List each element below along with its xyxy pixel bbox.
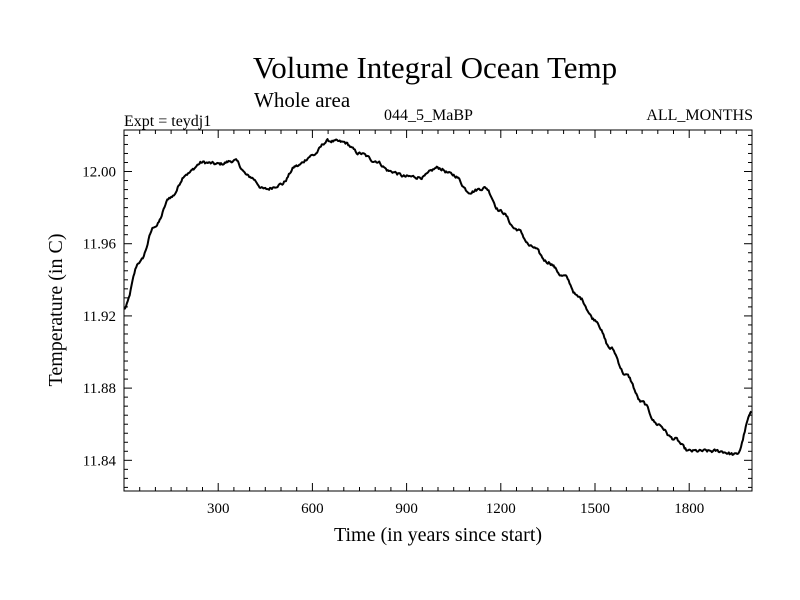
y-tick-label: 11.88 <box>83 381 116 397</box>
y-axis-label: Temperature (in C) <box>45 234 67 387</box>
y-tick-label: 11.92 <box>83 309 116 325</box>
y-tick-labels: 11.84 11.88 11.92 11.96 12.00 <box>82 165 116 470</box>
y-tick-label: 11.96 <box>83 237 117 253</box>
x-axis-label: Time (in years since start) <box>334 524 542 546</box>
y-tick-label: 12.00 <box>82 165 116 181</box>
axis-ticks <box>124 130 752 491</box>
x-tick-label: 900 <box>395 501 418 517</box>
x-tick-label: 600 <box>301 501 324 517</box>
plot-frame <box>123 129 753 492</box>
run-label: 044_5_MaBP <box>384 107 473 124</box>
x-tick-label: 1500 <box>580 501 610 517</box>
y-tick-label: 11.84 <box>83 453 117 469</box>
chart-subtitle: Whole area <box>254 88 351 112</box>
experiment-label: Expt = teydj1 <box>124 113 212 130</box>
temperature-series-line <box>123 138 753 456</box>
x-tick-label: 1800 <box>674 501 704 517</box>
x-tick-labels: 300 600 900 1200 1500 1800 <box>207 501 704 517</box>
x-tick-label: 300 <box>207 501 230 517</box>
x-tick-label: 1200 <box>486 501 516 517</box>
months-label: ALL_MONTHS <box>646 107 753 124</box>
chart-title: Volume Integral Ocean Temp <box>252 50 618 85</box>
